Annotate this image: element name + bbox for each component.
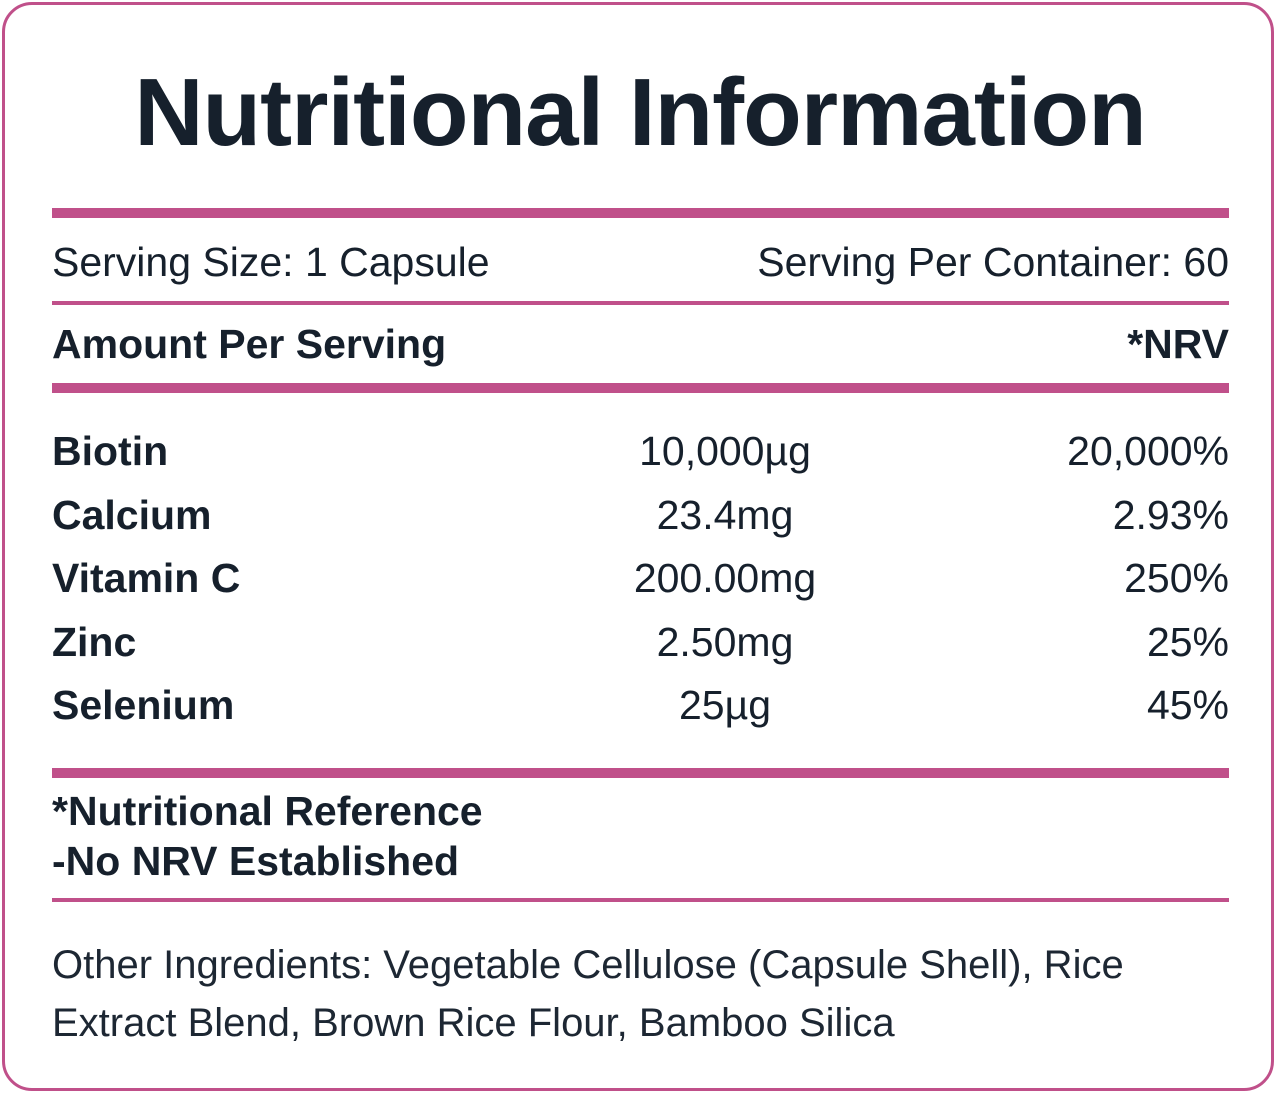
nutrient-amount: 25µg: [678, 682, 772, 728]
nutrient-amount: 200.00mg: [633, 555, 817, 601]
page-title: Nutritional Information: [134, 59, 1147, 166]
divider-thin-serving: [52, 301, 1229, 305]
nutrient-nrv: 45%: [1146, 682, 1229, 728]
nutrient-amount: 10,000µg: [639, 428, 811, 474]
table-row: Selenium 25µg 45%: [52, 674, 1229, 738]
nutrient-nrv: 250%: [1124, 555, 1229, 601]
serving-row: Serving Size: 1 Capsule Serving Per Cont…: [52, 236, 1229, 288]
table-header-row: Amount Per Serving *NRV: [52, 318, 1229, 370]
nutrient-name: Zinc: [52, 618, 137, 665]
divider-thin-ingredients: [52, 898, 1229, 902]
divider-thick-footnote: [52, 768, 1229, 778]
table-row: Vitamin C 200.00mg 250%: [52, 547, 1229, 611]
nutrient-table: Biotin 10,000µg 20,000% Calcium 23.4mg 2…: [52, 420, 1229, 738]
nutrient-nrv: 20,000%: [1067, 428, 1229, 474]
table-row: Biotin 10,000µg 20,000%: [52, 420, 1229, 484]
table-row: Calcium 23.4mg 2.93%: [52, 484, 1229, 548]
nutrient-amount: 2.50mg: [656, 618, 794, 665]
servings-per-container: Serving Per Container: 60: [757, 238, 1229, 285]
other-ingredients: Other Ingredients: Vegetable Cellulose (…: [52, 943, 1124, 1045]
nutrient-name: Biotin: [52, 428, 169, 474]
divider-thick-header: [52, 383, 1229, 393]
table-row: Zinc 2.50mg 25%: [52, 611, 1229, 675]
nrv-heading: *NRV: [1127, 320, 1229, 367]
nutrient-nrv: 25%: [1146, 618, 1229, 665]
divider-thick-top: [52, 208, 1229, 218]
nutrient-name: Calcium: [52, 491, 212, 538]
nutrient-amount: 23.4mg: [656, 491, 794, 538]
nutrient-name: Selenium: [52, 682, 235, 728]
nutrient-nrv: 2.93%: [1112, 491, 1229, 538]
footnote-nutritional-reference: *Nutritional Reference: [52, 788, 483, 834]
footnotes: *Nutritional Reference -No NRV Establish…: [52, 786, 1229, 886]
serving-size: Serving Size: 1 Capsule: [52, 238, 490, 285]
amount-per-serving-heading: Amount Per Serving: [52, 320, 447, 367]
footnote-no-nrv: -No NRV Established: [52, 838, 460, 884]
nutrient-name: Vitamin C: [52, 555, 241, 601]
